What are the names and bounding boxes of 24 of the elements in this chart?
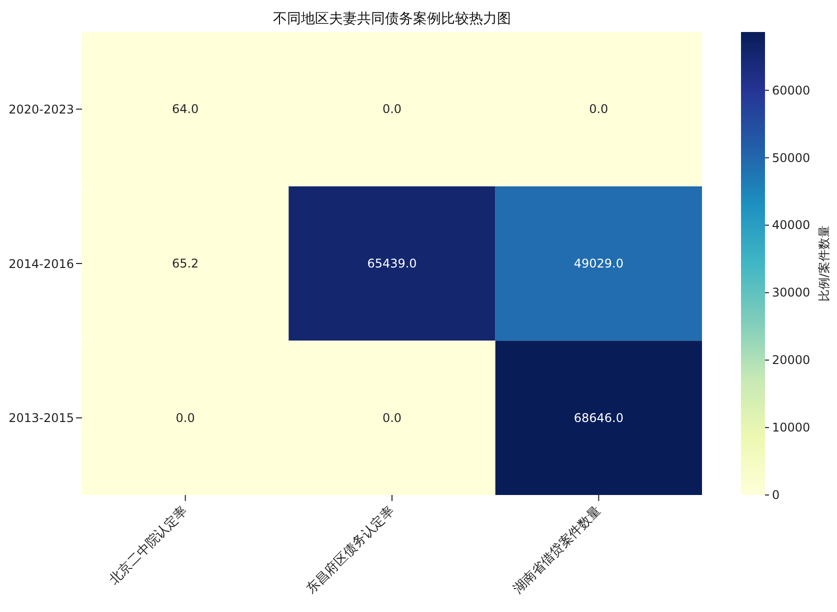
data-label: 0.0 xyxy=(589,102,608,116)
x-tick-label: 湖南省借贷案件数量 xyxy=(510,502,604,598)
x-tick-label: 东昌府区债务认定率 xyxy=(303,502,398,598)
color-bar-label: 0 xyxy=(772,488,780,502)
data-label: 65.2 xyxy=(172,256,199,270)
color-bar-label: 10000 xyxy=(772,420,810,435)
x-tick-label: 北京二中院认定率 xyxy=(106,502,191,588)
color-bar-label: 40000 xyxy=(772,218,810,232)
data-label: 68646.0 xyxy=(574,410,624,425)
data-label: 64.0 xyxy=(172,102,199,116)
data-label: 0.0 xyxy=(176,410,195,425)
color-bar-label: 60000 xyxy=(772,83,810,98)
y-tick-label: 2020-2023 xyxy=(8,102,74,116)
data-label: 0.0 xyxy=(382,410,402,425)
color-bar-label: 50000 xyxy=(772,150,810,165)
y-tick-label: 2014-2016 xyxy=(8,256,74,271)
chart-title: 不同地区夫妻共同债务案例比较热力图 xyxy=(272,10,512,28)
data-label: 49029.0 xyxy=(574,256,624,270)
data-label: 65439.0 xyxy=(367,256,417,270)
color-bar-label: 30000 xyxy=(772,286,810,300)
color-bar-title: 比例/案件数量 xyxy=(817,225,831,302)
color-bar-label: 20000 xyxy=(772,353,810,368)
data-label: 0.0 xyxy=(382,102,402,116)
y-tick-label: 2013-2015 xyxy=(8,411,74,426)
